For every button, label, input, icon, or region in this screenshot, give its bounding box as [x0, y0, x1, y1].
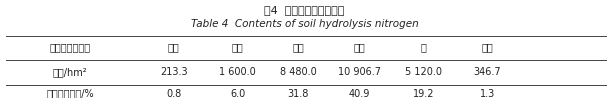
Text: 丰富: 丰富	[167, 43, 180, 53]
Text: 1 600.0: 1 600.0	[219, 67, 256, 77]
Text: 极缺: 极缺	[481, 43, 493, 53]
Text: 较缺: 较缺	[353, 43, 365, 53]
Text: 346.7: 346.7	[473, 67, 501, 77]
Text: 8 480.0: 8 480.0	[280, 67, 317, 77]
Text: Table 4  Contents of soil hydrolysis nitrogen: Table 4 Contents of soil hydrolysis nitr…	[191, 19, 418, 29]
Text: 缺: 缺	[420, 43, 426, 53]
Text: 表4  土壤水解氮含量状况: 表4 土壤水解氮含量状况	[264, 5, 345, 15]
Text: 1.3: 1.3	[479, 89, 495, 98]
Text: 31.8: 31.8	[287, 89, 309, 98]
Text: 5 120.0: 5 120.0	[405, 67, 442, 77]
Text: 中等: 中等	[292, 43, 304, 53]
Text: 40.9: 40.9	[348, 89, 370, 98]
Text: 0.8: 0.8	[166, 89, 181, 98]
Text: 占耕地总面积/%: 占耕地总面积/%	[46, 89, 94, 98]
Text: 6.0: 6.0	[230, 89, 245, 98]
Text: 213.3: 213.3	[160, 67, 188, 77]
Text: 占总面积的比例: 占总面积的比例	[49, 43, 91, 53]
Text: 19.2: 19.2	[412, 89, 434, 98]
Text: 面积/hm²: 面积/hm²	[53, 67, 87, 77]
Text: 10 906.7: 10 906.7	[338, 67, 381, 77]
Text: 较丰: 较丰	[231, 43, 244, 53]
